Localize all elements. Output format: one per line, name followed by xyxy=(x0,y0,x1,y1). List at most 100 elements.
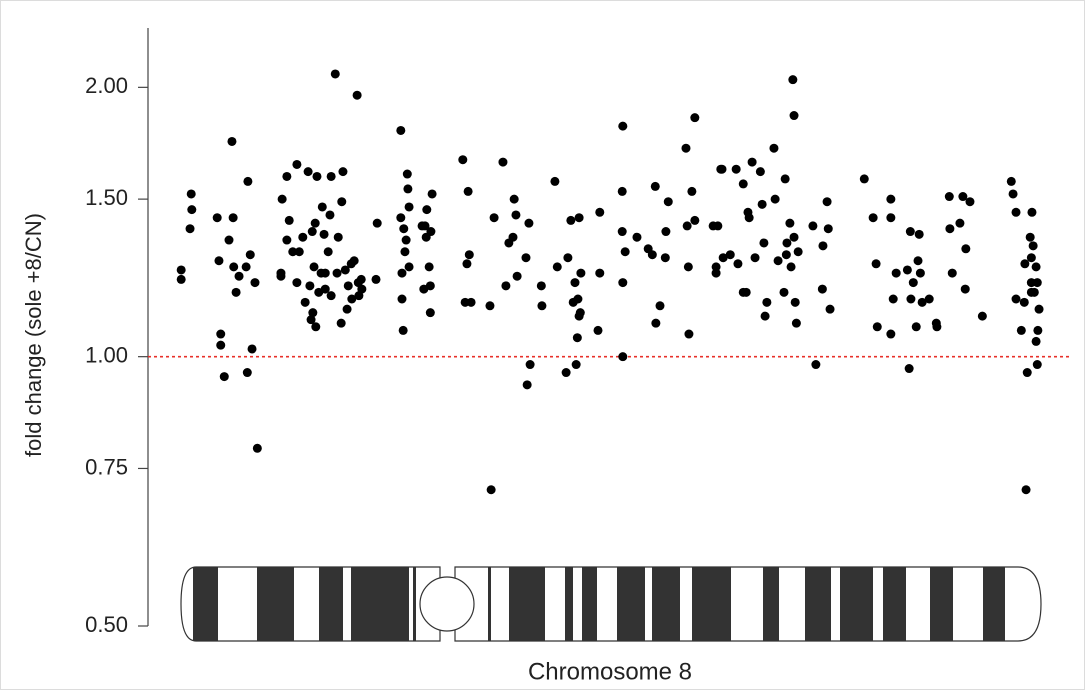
point xyxy=(871,259,881,269)
point xyxy=(789,111,799,121)
point xyxy=(309,262,319,272)
point xyxy=(176,265,186,275)
point xyxy=(404,202,414,212)
x-axis-title: Chromosome 8 xyxy=(528,658,692,685)
point xyxy=(337,197,347,207)
point xyxy=(650,181,660,191)
point xyxy=(955,218,965,228)
point xyxy=(512,271,522,281)
point xyxy=(618,278,628,288)
point xyxy=(292,278,302,288)
point xyxy=(245,250,255,260)
point xyxy=(300,297,310,307)
point xyxy=(906,294,916,304)
point xyxy=(780,174,790,184)
point xyxy=(886,213,896,223)
point xyxy=(769,143,779,153)
point xyxy=(762,297,772,307)
point xyxy=(690,215,700,225)
point xyxy=(779,287,789,297)
point xyxy=(298,232,308,242)
point xyxy=(250,278,260,288)
point xyxy=(574,213,584,223)
point xyxy=(570,278,580,288)
point xyxy=(825,304,835,314)
point xyxy=(595,268,605,278)
point xyxy=(231,287,241,297)
point xyxy=(945,224,955,234)
point xyxy=(224,235,234,245)
point xyxy=(1011,294,1021,304)
point xyxy=(593,325,603,335)
point xyxy=(310,218,320,228)
point xyxy=(1020,259,1030,269)
point xyxy=(958,192,968,202)
point xyxy=(811,360,821,370)
point xyxy=(595,207,605,217)
point xyxy=(424,262,434,272)
point xyxy=(219,372,229,382)
point xyxy=(868,213,878,223)
point xyxy=(886,329,896,339)
point xyxy=(404,262,414,272)
ideogram xyxy=(180,566,1042,642)
point xyxy=(725,250,735,260)
point xyxy=(462,259,472,269)
point xyxy=(357,284,367,294)
point xyxy=(1006,176,1016,186)
point xyxy=(294,247,304,257)
point xyxy=(1016,325,1026,335)
point xyxy=(425,308,435,318)
point xyxy=(252,443,262,453)
point xyxy=(747,157,757,167)
point xyxy=(781,250,791,260)
point xyxy=(307,227,317,237)
point xyxy=(212,213,222,223)
point xyxy=(681,143,691,153)
point xyxy=(886,194,896,204)
point xyxy=(617,186,627,196)
point xyxy=(292,159,302,169)
point xyxy=(186,189,196,199)
point xyxy=(808,221,818,231)
point xyxy=(400,247,410,257)
point xyxy=(288,247,298,257)
point xyxy=(944,192,954,202)
point xyxy=(521,253,531,263)
point xyxy=(537,301,547,311)
point xyxy=(498,157,508,167)
y-tick-label: 0.75 xyxy=(85,454,128,479)
point xyxy=(242,368,252,378)
point xyxy=(786,262,796,272)
point xyxy=(1031,262,1041,272)
point xyxy=(711,268,721,278)
point xyxy=(489,213,499,223)
point xyxy=(185,224,195,234)
point xyxy=(713,221,723,231)
point xyxy=(755,167,765,177)
point xyxy=(325,210,335,220)
point xyxy=(782,238,792,248)
point xyxy=(509,194,519,204)
point xyxy=(576,268,586,278)
point xyxy=(319,229,329,239)
point xyxy=(333,232,343,242)
point xyxy=(620,247,630,257)
y-tick-label: 2.00 xyxy=(85,73,128,98)
point xyxy=(793,247,803,257)
point xyxy=(791,318,801,328)
point xyxy=(682,221,692,231)
point xyxy=(1029,287,1039,297)
point xyxy=(822,197,832,207)
point xyxy=(1028,241,1038,251)
point xyxy=(566,215,576,225)
point xyxy=(458,155,468,165)
point xyxy=(760,311,770,321)
point xyxy=(1032,278,1042,288)
point xyxy=(561,368,571,378)
point xyxy=(336,318,346,328)
point xyxy=(773,256,783,266)
point xyxy=(1032,360,1042,370)
point xyxy=(277,194,287,204)
